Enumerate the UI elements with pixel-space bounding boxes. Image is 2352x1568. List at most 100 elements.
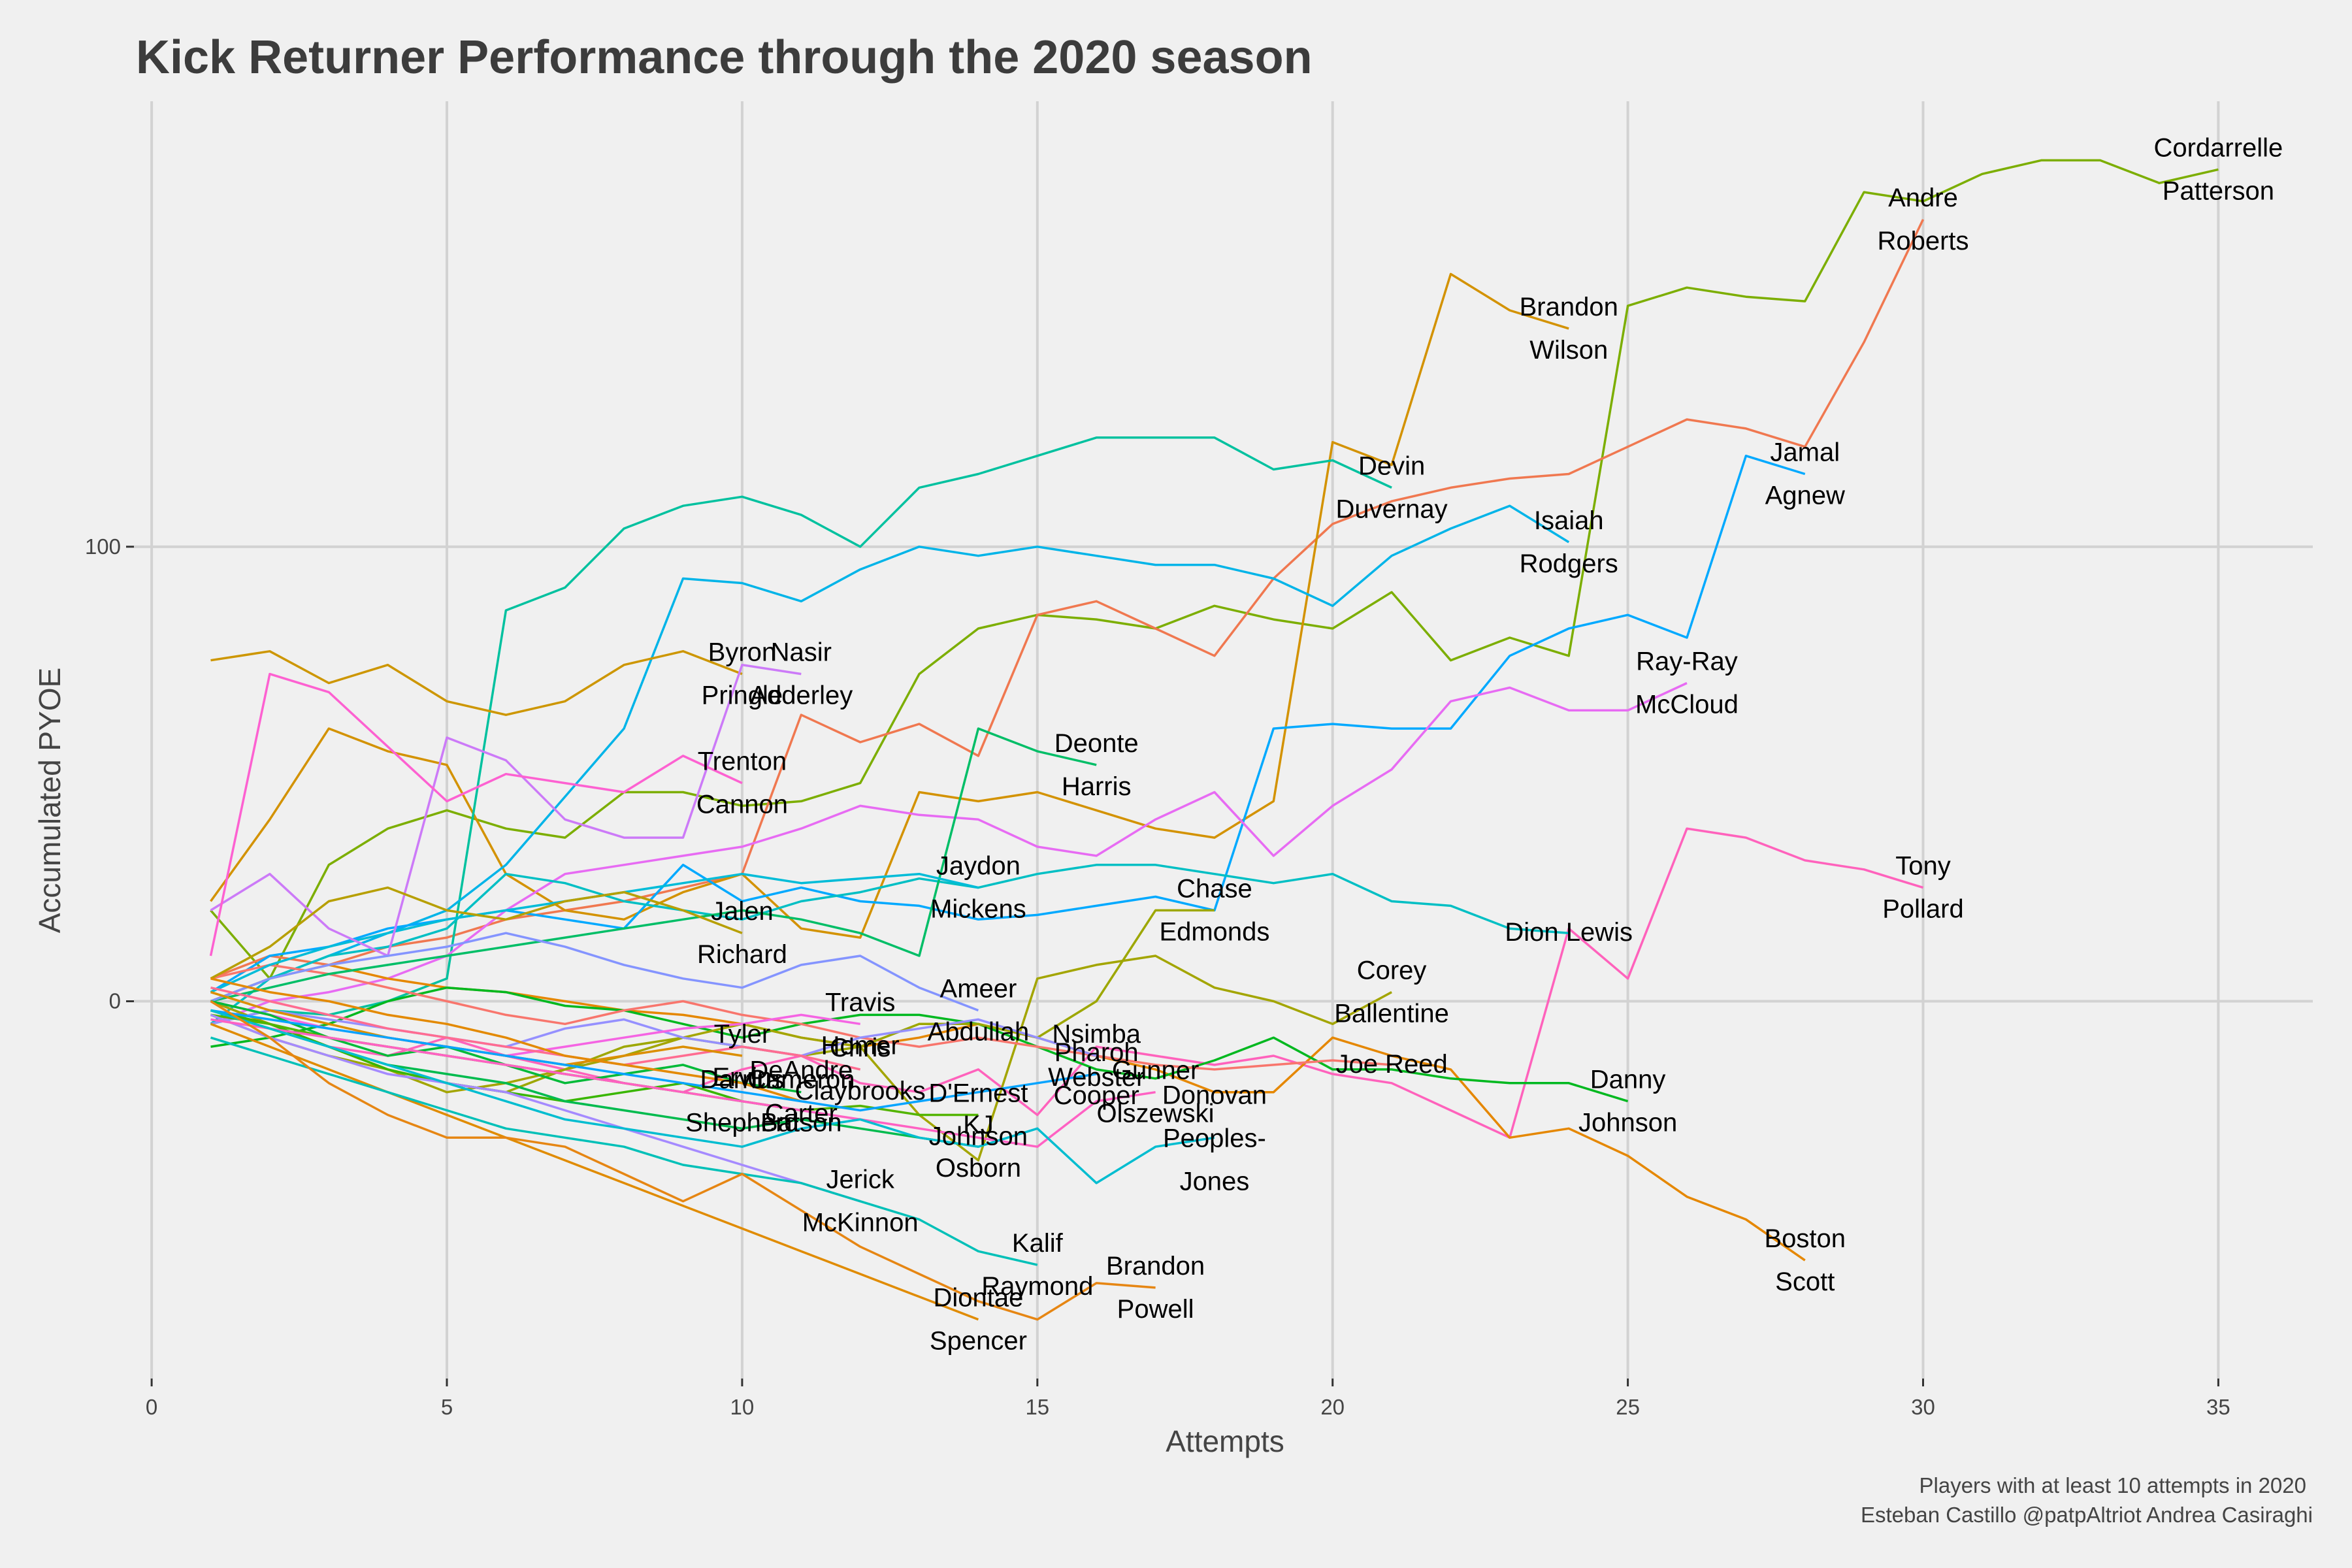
player-label: Powell bbox=[1117, 1295, 1194, 1324]
player-label: Boston bbox=[1764, 1224, 1846, 1253]
player-label: Johnson bbox=[1578, 1109, 1677, 1137]
y-tick-label: 0 bbox=[109, 989, 121, 1013]
x-axis-title: Attempts bbox=[1166, 1424, 1284, 1458]
x-tick-label: 5 bbox=[441, 1395, 453, 1419]
player-label: Johnson bbox=[929, 1122, 1028, 1151]
player-label: Danny bbox=[1590, 1066, 1666, 1094]
player-label: Wilson bbox=[1529, 336, 1608, 365]
series-line-33 bbox=[210, 1009, 1097, 1112]
player-label: McCloud bbox=[1635, 691, 1739, 719]
player-label: Agnew bbox=[1765, 482, 1845, 510]
player-label: Ervin bbox=[712, 1063, 772, 1092]
player-label: Travis bbox=[825, 988, 895, 1017]
player-label: Olszewski bbox=[1097, 1100, 1215, 1128]
player-label: Tyler bbox=[714, 1020, 771, 1049]
series-lines bbox=[209, 159, 2219, 1321]
player-label: Jones bbox=[1180, 1167, 1250, 1196]
y-axis-title: Accumulated PYOE bbox=[33, 668, 67, 934]
player-label: Chris bbox=[830, 1034, 890, 1062]
caption-line-2: Esteban Castillo @patpAltriot Andrea Cas… bbox=[1861, 1503, 2313, 1527]
player-label: Devin bbox=[1358, 451, 1425, 480]
series-line-1 bbox=[210, 219, 1925, 980]
player-label: Cameron bbox=[747, 1066, 855, 1094]
player-label: Cooper bbox=[1054, 1081, 1139, 1110]
player-label: Pharoh bbox=[1054, 1038, 1139, 1067]
axis-ticks: 0 5 10 15 20 25 30 35 0 100 bbox=[85, 534, 2230, 1419]
player-label: Duvernay bbox=[1335, 495, 1447, 523]
player-label: Cannon bbox=[696, 791, 788, 819]
player-label: Scott bbox=[1775, 1267, 1835, 1296]
series-line-18 bbox=[209, 672, 743, 956]
player-label: Batson bbox=[760, 1109, 842, 1137]
series-line-0 bbox=[210, 159, 2219, 980]
player-label: Abdullah bbox=[928, 1018, 1030, 1047]
player-label: Diontae bbox=[933, 1284, 1023, 1313]
series-line-19 bbox=[210, 886, 743, 980]
player-label: Homer bbox=[821, 1031, 900, 1060]
player-label: Patterson bbox=[2163, 176, 2274, 205]
player-label: Pollard bbox=[1882, 895, 1964, 924]
series-line-10 bbox=[210, 986, 1629, 1103]
player-label: Rodgers bbox=[1520, 549, 1618, 578]
player-label: Roberts bbox=[1877, 227, 1968, 255]
series-line-31 bbox=[210, 1022, 979, 1321]
x-tick-label: 35 bbox=[2206, 1395, 2230, 1419]
series-line-7 bbox=[210, 827, 1924, 1139]
player-label: Pringle bbox=[702, 681, 783, 710]
player-label: Tony bbox=[1895, 852, 1951, 881]
player-label: Raymond bbox=[981, 1272, 1093, 1301]
player-label: Brandon bbox=[1520, 293, 1618, 321]
series-line-16 bbox=[210, 650, 743, 716]
x-tick-label: 20 bbox=[1320, 1395, 1345, 1419]
player-label: Jamal bbox=[1770, 438, 1840, 467]
player-label: Chase bbox=[1177, 874, 1252, 903]
player-label: Andre bbox=[1888, 184, 1958, 212]
series-line-12 bbox=[210, 964, 1392, 1071]
x-tick-label: 30 bbox=[1911, 1395, 1935, 1419]
series-line-6 bbox=[210, 681, 1688, 1025]
player-label: Claybrooks bbox=[795, 1077, 926, 1105]
player-label: Richard bbox=[697, 940, 787, 969]
player-label: Nsimba bbox=[1052, 1020, 1141, 1049]
player-label: Kalif bbox=[1012, 1229, 1064, 1258]
chart-title: Kick Returner Performance through the 20… bbox=[136, 31, 1313, 84]
player-label: Adderley bbox=[749, 681, 853, 710]
player-label: Edmonds bbox=[1159, 917, 1269, 946]
series-line-13 bbox=[210, 727, 1097, 1003]
player-label: KJ bbox=[963, 1111, 994, 1139]
y-tick-label: 100 bbox=[85, 534, 121, 559]
series-line-23 bbox=[210, 986, 861, 1071]
player-label: Jaydon bbox=[936, 852, 1021, 881]
series-line-20 bbox=[210, 932, 979, 1012]
series-line-27 bbox=[210, 977, 802, 1103]
player-labels: Cordarrelle Patterson Andre Roberts Brandon W… bbox=[685, 133, 2283, 1355]
x-tick-label: 25 bbox=[1616, 1395, 1640, 1419]
player-label: Darrius bbox=[700, 1066, 784, 1094]
series-line-21 bbox=[210, 1009, 1097, 1057]
series-line-36 bbox=[210, 1000, 1156, 1321]
player-label: DeAndre bbox=[749, 1056, 853, 1085]
grid-lines bbox=[134, 101, 2313, 1379]
series-line-9 bbox=[210, 864, 1569, 1025]
player-label: Joe Reed bbox=[1335, 1050, 1447, 1079]
player-label: Carter bbox=[765, 1100, 838, 1128]
x-tick-label: 10 bbox=[730, 1395, 755, 1419]
player-label: Webster bbox=[1048, 1063, 1145, 1092]
player-label: Isaiah bbox=[1534, 506, 1604, 535]
player-label: Mickens bbox=[930, 895, 1026, 924]
player-label: Osborn bbox=[936, 1154, 1021, 1183]
player-label: Shepherd bbox=[685, 1109, 798, 1137]
player-label: Harris bbox=[1062, 772, 1132, 801]
player-label: Ray-Ray bbox=[1636, 647, 1738, 676]
player-label: Brandon bbox=[1106, 1252, 1205, 1281]
player-label: Peoples- bbox=[1163, 1124, 1266, 1152]
series-line-17 bbox=[210, 663, 802, 957]
player-label: Dion Lewis bbox=[1505, 918, 1633, 947]
player-label: Spencer bbox=[930, 1327, 1027, 1356]
player-label: Donovan bbox=[1162, 1081, 1267, 1109]
player-label: Jerick bbox=[826, 1166, 894, 1194]
player-label: Ameer bbox=[940, 975, 1017, 1004]
player-label: Trenton bbox=[698, 747, 787, 776]
